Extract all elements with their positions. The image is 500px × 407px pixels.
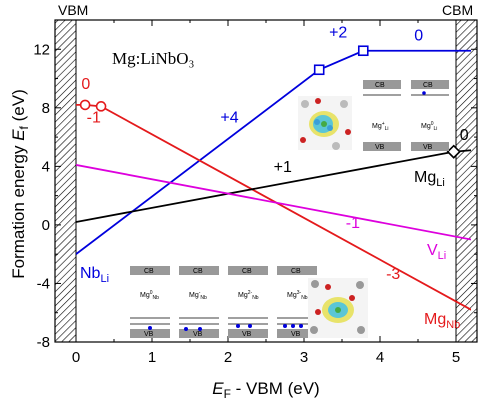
inset-bottom-electron	[283, 324, 287, 328]
inset-top-vb-1	[363, 142, 401, 151]
vbm-hatch-region	[54, 19, 77, 343]
inset-bottom-electron	[299, 324, 303, 328]
transition-marker	[95, 101, 107, 112]
x-tick-label: 4	[376, 349, 384, 366]
charge-state-label: -1	[87, 109, 101, 126]
charge-state-label: 0	[81, 76, 90, 93]
charge-state-label: -3	[386, 266, 400, 283]
charge-labels: +4 +2 0 0 -1 -3 +1 0 -1	[81, 25, 469, 283]
series-label-mg-li: MgLi	[414, 169, 445, 189]
series-line-1	[76, 103, 471, 311]
x-tick-label: 5	[452, 349, 460, 366]
cbm-hatch-region	[455, 19, 478, 343]
series-line-0	[76, 49, 471, 255]
charge-state-label: 0	[460, 127, 469, 144]
inset-bottom-cb-text: CB	[144, 268, 154, 275]
inset-bottom-cb-text: CB	[242, 268, 252, 275]
inset-top-vb-text-1: VB	[375, 144, 385, 151]
y-tick-label: -4	[37, 275, 50, 292]
inset-top-cb-text-2: CB	[423, 82, 433, 89]
inset-bottom-vb-text: VB	[291, 331, 301, 338]
inset-bottom-electron	[236, 324, 240, 328]
inset-bottom-cb	[130, 266, 170, 275]
inset-bottom-electron	[148, 326, 152, 330]
inset-bottom-vb-text: VB	[193, 331, 203, 338]
x-tick-label: 3	[300, 349, 308, 366]
inset-bottom-species: Mg0Nb	[140, 290, 159, 301]
inset-bottom-species: Mg-Nb	[189, 290, 207, 301]
plot-title: Mg:LiNbO₃	[112, 49, 195, 68]
y-tick-label: 0	[42, 217, 50, 234]
inset-bottom-species: Mg2-Nb	[238, 290, 259, 301]
inset-top-species-2: Mg0Li	[421, 121, 437, 132]
charge-state-label: +2	[329, 25, 347, 42]
x-axis-title: EF - VBM (eV)	[212, 379, 319, 401]
transition-marker	[313, 64, 325, 76]
cbm-label: CBM	[442, 2, 473, 18]
transition-marker	[79, 99, 91, 111]
inset-bottom-vb	[179, 329, 219, 338]
y-tick-label: -8	[37, 334, 50, 351]
inset-bottom-vb-text: VB	[242, 331, 252, 338]
inset-bottom-electron	[291, 324, 295, 328]
markers-group	[79, 45, 461, 159]
y-axis-title: Formation energy Ef (eV)	[9, 89, 31, 278]
inset-bottom-structure-picture	[308, 278, 368, 338]
inset-top-vb-2	[411, 142, 449, 151]
x-tick-label: 1	[148, 349, 156, 366]
series-label-v-li: VLi	[427, 242, 446, 262]
inset-bottom-electron	[184, 327, 188, 331]
inset-top-vb-text-2: VB	[423, 144, 433, 151]
inset-top-cb-text-1: CB	[375, 82, 385, 89]
series-label-mg-nb: MgNb	[424, 311, 460, 331]
x-tick-label: 0	[72, 349, 80, 366]
inset-top-species-1: Mg+Li	[372, 121, 389, 132]
charge-state-label: +4	[220, 109, 238, 126]
inset-bottom-cb	[277, 266, 317, 275]
inset-bottom-cb	[228, 266, 268, 275]
inset-bottom-band-diagrams: CB Mg0Nb VB CB Mg-Nb VB CB Mg2-Nb VB CB Mg3-Nb VB	[130, 266, 317, 338]
transition-marker	[357, 45, 369, 57]
inset-bottom-vb	[277, 329, 317, 338]
inset-top-cb-2	[411, 80, 449, 89]
series-label-nb-li: NbLi	[80, 265, 109, 285]
charge-state-label: 0	[414, 27, 423, 44]
transition-marker	[446, 144, 461, 159]
charge-state-label: +1	[274, 159, 292, 176]
vbm-label: VBM	[58, 2, 88, 18]
inset-top-band-diagrams: CB CB Mg+Li Mg0Li VB VB	[363, 80, 449, 151]
y-tick-label: 8	[42, 100, 50, 117]
x-axis-ticks: 0 1 2 3 4 5	[72, 20, 460, 366]
inset-bottom-vb	[228, 329, 268, 338]
charge-state-label: -1	[346, 215, 360, 232]
inset-top-cb-1	[363, 80, 401, 89]
inset-bottom-electron	[248, 324, 252, 328]
inset-bottom-species: Mg3-Nb	[287, 290, 308, 301]
inset-bottom-vb	[130, 329, 170, 338]
inset-bottom-cb-text: CB	[291, 268, 301, 275]
inset-top-structure-picture	[298, 96, 352, 150]
series-line-3	[76, 164, 471, 241]
inset-bottom-cb-text: CB	[193, 268, 203, 275]
y-tick-label: 12	[33, 41, 50, 58]
inset-bottom-cb	[179, 266, 219, 275]
inset-top-electron	[422, 91, 426, 95]
inset-bottom-vb-text: VB	[144, 331, 154, 338]
y-tick-label: 4	[42, 158, 50, 175]
y-axis-ticks: -8 -4 0 4 8 12	[33, 19, 477, 351]
inset-bottom-electron	[198, 327, 202, 331]
x-tick-label: 2	[224, 349, 232, 366]
